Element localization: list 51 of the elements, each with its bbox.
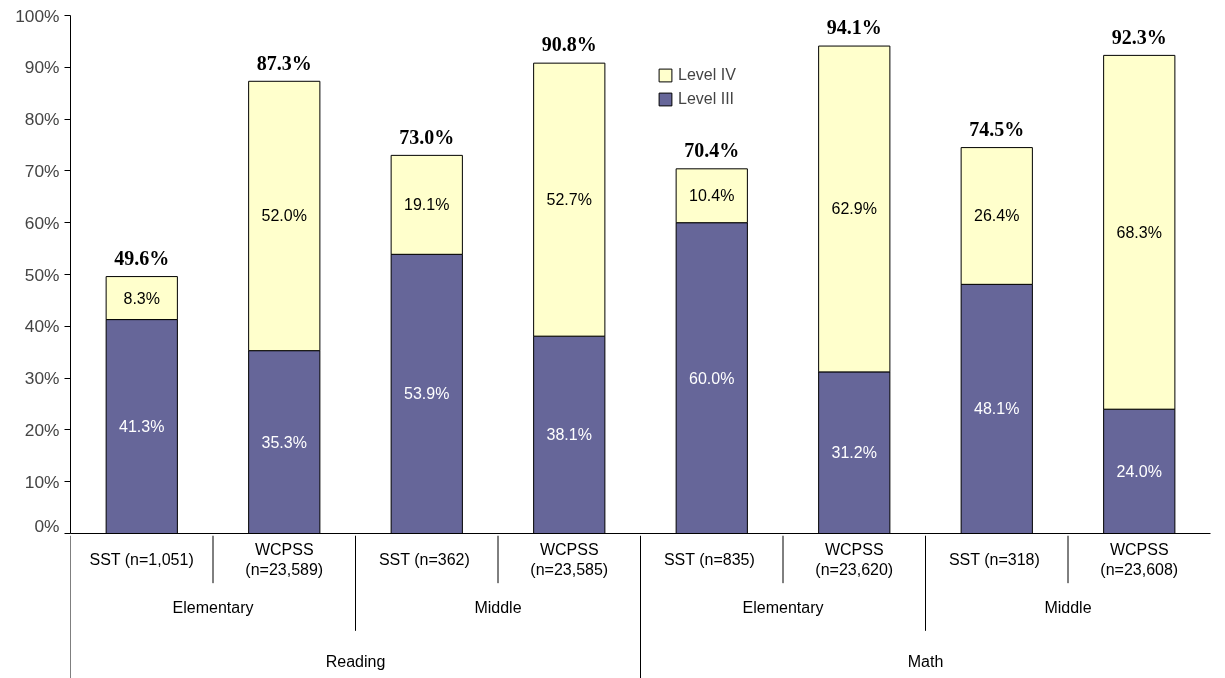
data-label: 48.1%	[974, 400, 1020, 418]
text: Math	[907, 653, 944, 671]
y-tick-label: 90%	[24, 57, 60, 78]
data-label: 52.0%	[261, 207, 307, 225]
x-tick-label: WCPSS (n=23,589)	[245, 540, 324, 579]
data-label: 24.0%	[1116, 462, 1162, 480]
data-label: 38.1%	[546, 426, 592, 444]
data-label: 10.4%	[689, 187, 735, 205]
y-tick-label: 70%	[24, 160, 60, 181]
y-tick-label: 10%	[24, 471, 60, 492]
y-tick-label: 20%	[24, 419, 60, 440]
data-label: 35.3%	[261, 433, 307, 451]
total-label: 74.5%	[969, 117, 1025, 140]
x-tick-label: WCPSS (n=23,620)	[815, 540, 894, 579]
data-label: 53.9%	[404, 385, 450, 403]
total-label: 94.1%	[826, 16, 882, 39]
data-label: 19.1%	[404, 196, 450, 214]
total-label: 92.3%	[1111, 25, 1167, 48]
total-label: 73.0%	[399, 125, 455, 148]
x-tick-label: SST (n=835)	[663, 550, 755, 568]
y-tick-label: 40%	[24, 316, 60, 337]
legend-label: Level IV	[678, 66, 736, 84]
data-label: 26.4%	[974, 207, 1020, 225]
x-tick-label: SST (n=1,051)	[89, 550, 194, 568]
data-label: 68.3%	[1116, 223, 1162, 241]
y-tick-label: 50%	[24, 264, 60, 285]
y-tick-label: 60%	[24, 212, 60, 233]
x-tick-label: SST (n=362)	[378, 550, 470, 568]
x-tick-label: WCPSS (n=23,608)	[1100, 540, 1179, 579]
text: Reading	[325, 653, 386, 671]
data-label: 60.0%	[689, 369, 735, 387]
y-tick-label: 80%	[24, 109, 60, 130]
total-label: 49.6%	[114, 246, 170, 269]
text: Elementary	[742, 598, 824, 616]
data-label: 62.9%	[831, 200, 877, 218]
text: Middle	[474, 598, 522, 616]
text: Elementary	[172, 598, 254, 616]
y-tick-label: 30%	[24, 368, 60, 389]
x-tick-label: SST (n=318)	[948, 550, 1040, 568]
data-label: 31.2%	[831, 444, 877, 462]
legend-label: Level III	[678, 90, 735, 108]
total-label: 70.4%	[684, 139, 740, 162]
y-tick-label: 0%	[34, 515, 60, 536]
total-label: 90.8%	[541, 33, 597, 56]
data-label: 41.3%	[119, 418, 165, 436]
text: Middle	[1044, 598, 1092, 616]
x-tick-label: WCPSS (n=23,585)	[530, 540, 609, 579]
data-label: 8.3%	[123, 289, 160, 307]
y-tick-label: 100%	[15, 5, 60, 26]
total-label: 87.3%	[256, 51, 312, 74]
data-label: 52.7%	[546, 191, 592, 209]
